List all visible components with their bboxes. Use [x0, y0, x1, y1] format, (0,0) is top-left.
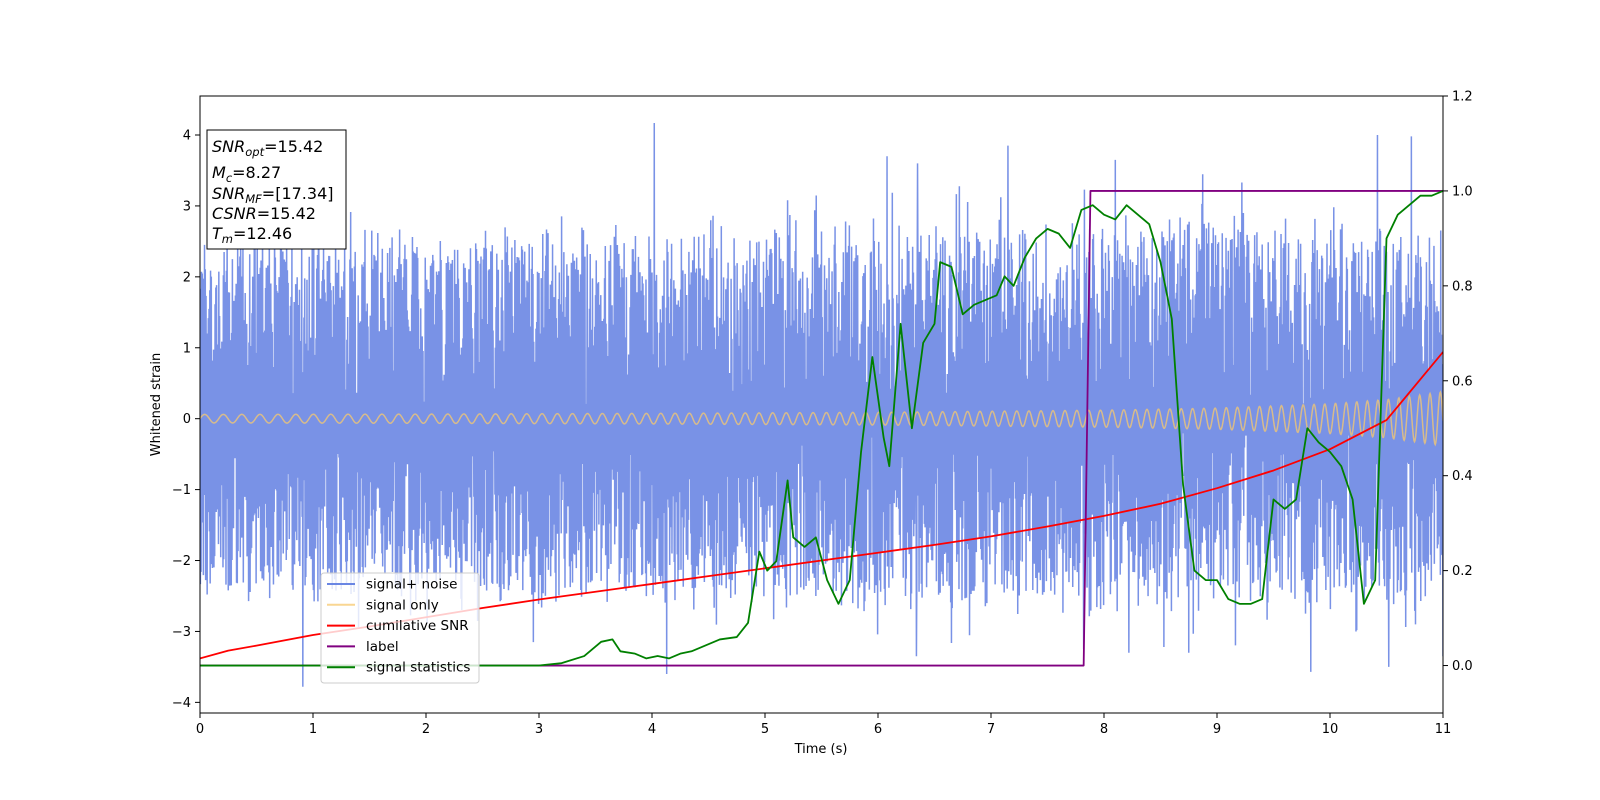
y-tick-label: 2: [183, 270, 191, 285]
y2-tick-label: 1.0: [1452, 184, 1473, 199]
y2-tick-label: 0.8: [1452, 279, 1473, 294]
y-tick-label: 0: [183, 412, 191, 427]
series-line-signal-statistics: [200, 190, 1443, 667]
series-line-signal-only: [200, 390, 1443, 447]
y-tick-label: 3: [183, 199, 191, 214]
x-tick-label: 10: [1322, 722, 1339, 737]
y-tick-label: 1: [183, 341, 191, 356]
stats-line: SNRMF=[17.34]: [212, 184, 334, 206]
y2-tick-label: 1.2: [1452, 90, 1473, 105]
x-tick-label: 8: [1100, 722, 1108, 737]
y2-tick-label: 0.6: [1452, 374, 1473, 389]
x-tick-label: 4: [648, 722, 656, 737]
stats-line: CSNR=15.42: [212, 204, 316, 223]
legend-label: signal statistics: [366, 660, 470, 676]
legend: signal+ noise signal only cumilative SNR la…: [320, 572, 480, 684]
legend-label: signal+ noise: [366, 577, 457, 593]
legend-label: label: [366, 639, 399, 655]
y2-tick-label: 0.0: [1452, 659, 1473, 674]
y-tick-label: −2: [172, 554, 191, 569]
y-tick-label: −4: [172, 696, 191, 711]
plot-frame: [199, 95, 1444, 714]
x-tick-label: 5: [761, 722, 769, 737]
x-tick-label: 2: [422, 722, 430, 737]
x-tick-label: 7: [987, 722, 995, 737]
series-line-label: [200, 190, 1443, 667]
x-axis-label: Time (s): [794, 742, 848, 757]
legend-frame: [320, 572, 480, 684]
x-tick-label: 11: [1435, 722, 1452, 737]
stats-line: Tm=12.46: [212, 224, 292, 246]
stats-line: Mc=8.27: [212, 163, 281, 185]
legend-label: signal only: [366, 597, 439, 613]
x-tick-label: 6: [874, 722, 882, 737]
y-axis-label: Whitened strain: [149, 353, 164, 456]
axis-ticks: 0 1 2 3 4 5 6 7 8 9 10 11 −4 −3 −2 −1 0 1 2 3 4 0.0 0.2 0.4 0.6 0…: [172, 90, 1473, 738]
x-tick-label: 0: [196, 722, 204, 737]
stats-line: SNRopt=15.42: [212, 137, 323, 159]
x-tick-label: 9: [1213, 722, 1221, 737]
legend-label: cumilative SNR: [366, 618, 469, 634]
series-line-signal-noise: [200, 122, 1443, 687]
y-tick-label: 4: [183, 129, 191, 144]
y2-tick-label: 0.2: [1452, 564, 1473, 579]
stats-box-frame: [206, 129, 347, 250]
stats-annotation-box: SNRopt=15.42 Mc=8.27SNRMF=[17.34]CSNR=15.…: [206, 129, 347, 250]
x-tick-label: 3: [535, 722, 543, 737]
y2-tick-label: 0.4: [1452, 469, 1473, 484]
y-tick-label: −1: [172, 483, 191, 498]
x-tick-label: 1: [309, 722, 317, 737]
y-tick-label: −3: [172, 625, 191, 640]
